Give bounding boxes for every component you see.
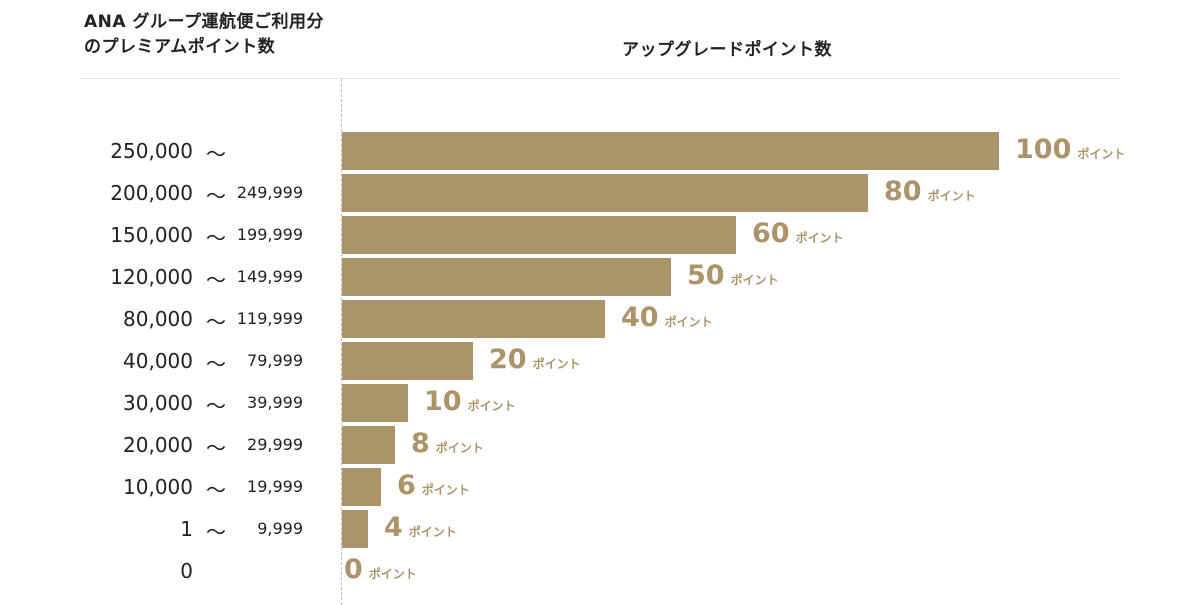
- range-min-label: 80,000: [123, 307, 193, 331]
- range-separator: 〜: [206, 352, 226, 376]
- bar-value-unit: ポイント: [435, 441, 484, 455]
- bar: [342, 342, 473, 380]
- y-axis-header: ANA グループ運航便ご利用分 のプレミアムポイント数: [84, 10, 324, 60]
- range-max-label: 119,999: [236, 309, 303, 328]
- bar: [342, 384, 408, 422]
- range-max-label: 79,999: [247, 351, 303, 370]
- bar-value-unit: ポイント: [795, 231, 844, 245]
- range-separator: 〜: [206, 394, 226, 418]
- range-min-label: 30,000: [123, 391, 193, 415]
- bar-value-label: 8 ポイント: [411, 428, 484, 459]
- range-max-label: 199,999: [236, 225, 303, 244]
- range-max-label: 249,999: [236, 183, 303, 202]
- bar-value-number: 20: [489, 344, 527, 375]
- chart-row: 80,000 〜 119,999 40 ポイント: [0, 298, 1200, 340]
- bar-value-unit: ポイント: [467, 399, 516, 413]
- range-max-label: 149,999: [236, 267, 303, 286]
- bar-value-number: 6: [397, 470, 416, 501]
- bar-value-number: 60: [752, 218, 790, 249]
- chart-row: 250,000 〜 100 ポイント: [0, 130, 1200, 172]
- range-separator: 〜: [206, 310, 226, 334]
- chart-row: 30,000 〜 39,999 10 ポイント: [0, 382, 1200, 424]
- bar-value-unit: ポイント: [664, 315, 713, 329]
- bar-value-unit: ポイント: [730, 273, 779, 287]
- bar: [342, 468, 381, 506]
- chart-row: 10,000 〜 19,999 6 ポイント: [0, 466, 1200, 508]
- bar-value-label: 4 ポイント: [384, 512, 457, 543]
- bar-value-number: 8: [411, 428, 430, 459]
- bar-value-number: 4: [384, 512, 403, 543]
- bar: [342, 216, 736, 254]
- range-max-label: 29,999: [247, 435, 303, 454]
- range-separator: 〜: [206, 142, 226, 166]
- bar: [342, 426, 395, 464]
- y-axis-header-line2: のプレミアムポイント数: [84, 37, 276, 57]
- bar-value-unit: ポイント: [421, 483, 470, 497]
- range-max-label: 39,999: [247, 393, 303, 412]
- range-min-label: 10,000: [123, 475, 193, 499]
- range-min-label: 20,000: [123, 433, 193, 457]
- bar-value-unit: ポイント: [532, 357, 581, 371]
- bar-value-label: 40 ポイント: [621, 302, 713, 333]
- bar-value-number: 0: [344, 554, 363, 585]
- bar-value-number: 80: [884, 176, 922, 207]
- range-max-label: 19,999: [247, 477, 303, 496]
- range-separator: 〜: [206, 226, 226, 250]
- y-axis-header-line1: ANA グループ運航便ご利用分: [84, 12, 324, 32]
- bar-value-number: 40: [621, 302, 659, 333]
- chart-row: 0 0 ポイント: [0, 550, 1200, 592]
- range-min-label: 250,000: [110, 139, 193, 163]
- chart-row: 1 〜 9,999 4 ポイント: [0, 508, 1200, 550]
- range-max-label: 9,999: [257, 519, 303, 538]
- bar-value-label: 20 ポイント: [489, 344, 581, 375]
- bar-value-label: 100 ポイント: [1015, 134, 1125, 165]
- bar: [342, 510, 368, 548]
- x-axis-header: アップグレードポイント数: [622, 40, 832, 60]
- bar-value-label: 0 ポイント: [344, 554, 417, 585]
- bar-value-number: 100: [1015, 134, 1072, 165]
- range-separator: 〜: [206, 478, 226, 502]
- bar-value-label: 80 ポイント: [884, 176, 976, 207]
- chart-row: 150,000 〜 199,999 60 ポイント: [0, 214, 1200, 256]
- range-min-label: 1: [180, 517, 193, 541]
- bar-value-label: 60 ポイント: [752, 218, 844, 249]
- bar-value-unit: ポイント: [927, 189, 976, 203]
- header-divider: [80, 78, 1121, 79]
- range-min-label: 200,000: [110, 181, 193, 205]
- bar: [342, 258, 671, 296]
- range-separator: 〜: [206, 520, 226, 544]
- bar-value-label: 6 ポイント: [397, 470, 470, 501]
- range-separator: 〜: [206, 268, 226, 292]
- range-min-label: 120,000: [110, 265, 193, 289]
- range-min-label: 150,000: [110, 223, 193, 247]
- chart-row: 20,000 〜 29,999 8 ポイント: [0, 424, 1200, 466]
- range-min-label: 0: [180, 559, 193, 583]
- bar: [342, 300, 605, 338]
- range-separator: 〜: [206, 436, 226, 460]
- bar: [342, 132, 999, 170]
- bar-value-unit: ポイント: [368, 567, 417, 581]
- bar-value-unit: ポイント: [1077, 147, 1126, 161]
- bar-value-label: 10 ポイント: [424, 386, 516, 417]
- bar-value-label: 50 ポイント: [687, 260, 779, 291]
- chart-baseline: [341, 79, 342, 605]
- chart-row: 40,000 〜 79,999 20 ポイント: [0, 340, 1200, 382]
- bar-value-number: 10: [424, 386, 462, 417]
- chart-row: 120,000 〜 149,999 50 ポイント: [0, 256, 1200, 298]
- range-min-label: 40,000: [123, 349, 193, 373]
- chart-row: 200,000 〜 249,999 80 ポイント: [0, 172, 1200, 214]
- bar-value-unit: ポイント: [408, 525, 457, 539]
- bar: [342, 174, 868, 212]
- range-separator: 〜: [206, 184, 226, 208]
- bar-value-number: 50: [687, 260, 725, 291]
